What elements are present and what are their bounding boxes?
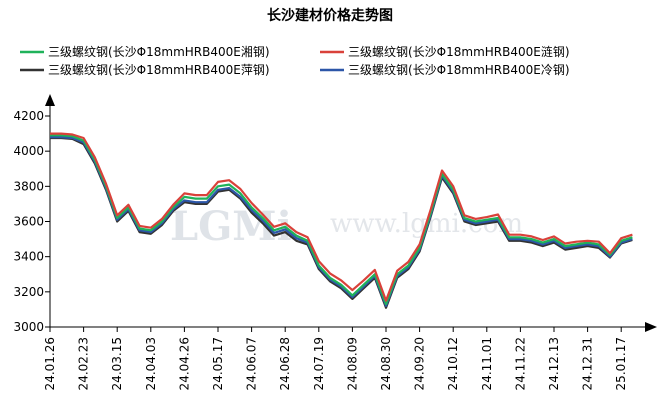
x-tick-label: 24.06.07 [245,337,259,390]
x-tick-label: 24.04.26 [177,337,191,390]
y-tick-label: 4000 [13,144,44,158]
x-tick-label: 24.08.09 [345,337,359,390]
x-tick-label: 24.12.31 [581,337,595,390]
series-line [50,136,633,307]
x-tick-label: 24.07.19 [312,337,326,390]
x-tick-label: 25.01.17 [614,337,628,390]
y-axis-arrow [45,94,55,106]
x-tick-label: 24.11.22 [513,337,527,390]
x-tick-label: 24.11.01 [480,337,494,390]
x-tick-label: 24.03.15 [110,337,124,390]
y-tick-label: 3000 [13,320,44,334]
x-axis-arrow [645,322,657,332]
x-tick-label: 24.10.12 [446,337,460,390]
y-tick-label: 3200 [13,285,44,299]
x-tick-label: 24.04.03 [144,337,158,390]
x-tick-label: 24.08.30 [379,337,393,390]
legend-label: 三级螺纹钢(长沙Φ18mmHRB400E萍钢) [48,63,270,77]
legend-label: 三级螺纹钢(长沙Φ18mmHRB400E湘钢) [48,44,270,59]
x-tick-label: 24.06.28 [278,337,292,390]
x-tick-label: 24.01.26 [43,337,57,390]
legend-label: 三级螺纹钢(长沙Φ18mmHRB400E涟钢) [348,44,570,59]
chart-title: 长沙建材价格走势图 [267,7,393,24]
x-tick-label: 24.05.17 [211,337,225,390]
series-line [50,136,633,309]
x-tick-label: 24.12.13 [547,337,561,390]
y-tick-label: 4200 [13,109,44,123]
y-tick-label: 3400 [13,250,44,264]
y-tick-label: 3800 [13,179,44,193]
series-line [50,134,633,306]
legend-label: 三级螺纹钢(长沙Φ18mmHRB400E冷钢) [348,63,570,77]
x-tick-label: 24.02.23 [77,337,91,390]
series-line [50,132,633,302]
y-tick-label: 3600 [13,215,44,229]
x-tick-label: 24.09.20 [413,337,427,390]
